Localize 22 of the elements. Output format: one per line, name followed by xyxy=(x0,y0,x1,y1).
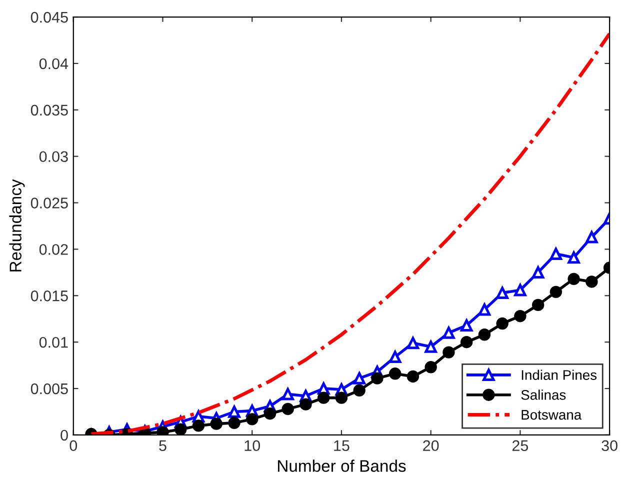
y-tick-label: 0.03 xyxy=(39,151,68,162)
legend-label: Indian Pines xyxy=(522,370,597,380)
y-tick-label: 0.01 xyxy=(39,336,68,348)
x-tick-label: 20 xyxy=(423,440,439,452)
x-tick-label: 25 xyxy=(512,440,528,452)
y-axis-title: Redundancy xyxy=(9,179,25,272)
legend-label: Salinas xyxy=(521,390,566,400)
x-axis-title: Number of Bands xyxy=(278,460,406,472)
x-tick-label: 10 xyxy=(244,440,260,452)
x-tick-label: 5 xyxy=(159,440,166,452)
x-tick-label: 0 xyxy=(70,440,78,452)
y-tick-label: 0.025 xyxy=(30,198,68,208)
y-tick-label: 0.02 xyxy=(39,244,68,255)
y-tick-label: 0 xyxy=(60,430,68,441)
y-tick-label: 0.04 xyxy=(39,58,68,70)
y-tick-label: 0.045 xyxy=(30,12,68,23)
legend-label: Botswana xyxy=(522,410,582,420)
y-tick-label: 0.015 xyxy=(30,290,68,302)
y-tick-label: 0.035 xyxy=(30,104,68,116)
x-tick-label: 30 xyxy=(602,440,618,452)
x-tick-label: 15 xyxy=(334,440,350,452)
y-tick-label: 0.005 xyxy=(30,383,68,394)
